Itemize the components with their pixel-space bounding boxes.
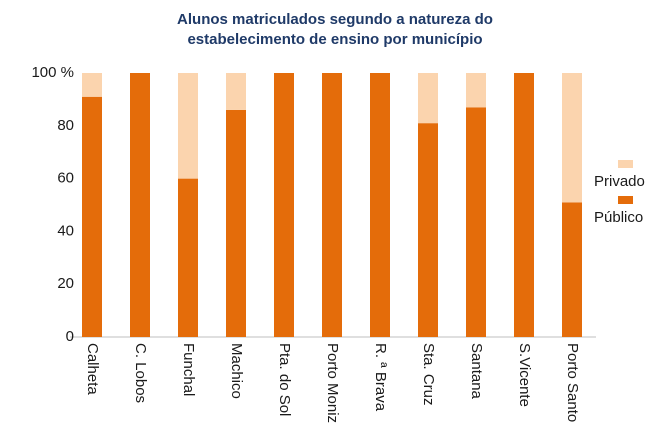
bar-segment (370, 73, 390, 337)
x-tick-label: S.Vicente (516, 343, 533, 407)
x-tick-label: C. Lobos (132, 343, 149, 403)
bar-segment (178, 178, 198, 337)
bar-segment (466, 107, 486, 337)
y-tick-label: 80 (57, 117, 74, 134)
bar-segment (418, 123, 438, 337)
bar-segment (466, 73, 486, 108)
y-tick-label: 20 (57, 275, 74, 292)
x-tick-label: Calheta (84, 343, 101, 395)
chart-title: estabelecimento de ensino por município (187, 31, 482, 48)
bar-segment (562, 73, 582, 203)
x-tick-label: Porto Santo (564, 343, 581, 422)
x-tick-label: Porto Moniz (324, 343, 341, 423)
bar-segment (178, 73, 198, 179)
bar-segment (562, 202, 582, 337)
y-tick-label: 40 (57, 222, 74, 239)
x-tick-label: Pta. do Sol (276, 343, 293, 416)
bar-segment (514, 73, 534, 337)
x-tick-label: R. ª Brava (372, 343, 389, 412)
y-tick-label: 100 % (31, 64, 74, 81)
legend-label: Privado (594, 173, 645, 190)
x-tick-label: Santana (468, 343, 485, 400)
legend-swatch (618, 160, 633, 168)
bar-segment (322, 73, 342, 337)
bar-segment (82, 96, 102, 337)
x-tick-label: Funchal (180, 343, 197, 396)
y-tick-label: 60 (57, 170, 74, 187)
bar-segment (226, 109, 246, 338)
y-tick-label: 0 (66, 328, 74, 345)
x-tick-label: Sta. Cruz (420, 343, 437, 406)
bar-segment (130, 73, 150, 337)
bar-segment (226, 73, 246, 110)
x-tick-label: Machico (228, 343, 245, 399)
bar-segment (82, 73, 102, 97)
chart-title: Alunos matriculados segundo a natureza d… (177, 11, 493, 28)
legend-swatch (618, 196, 633, 204)
bar-segment (418, 73, 438, 124)
legend-label: Público (594, 209, 643, 226)
bar-segment (274, 73, 294, 337)
